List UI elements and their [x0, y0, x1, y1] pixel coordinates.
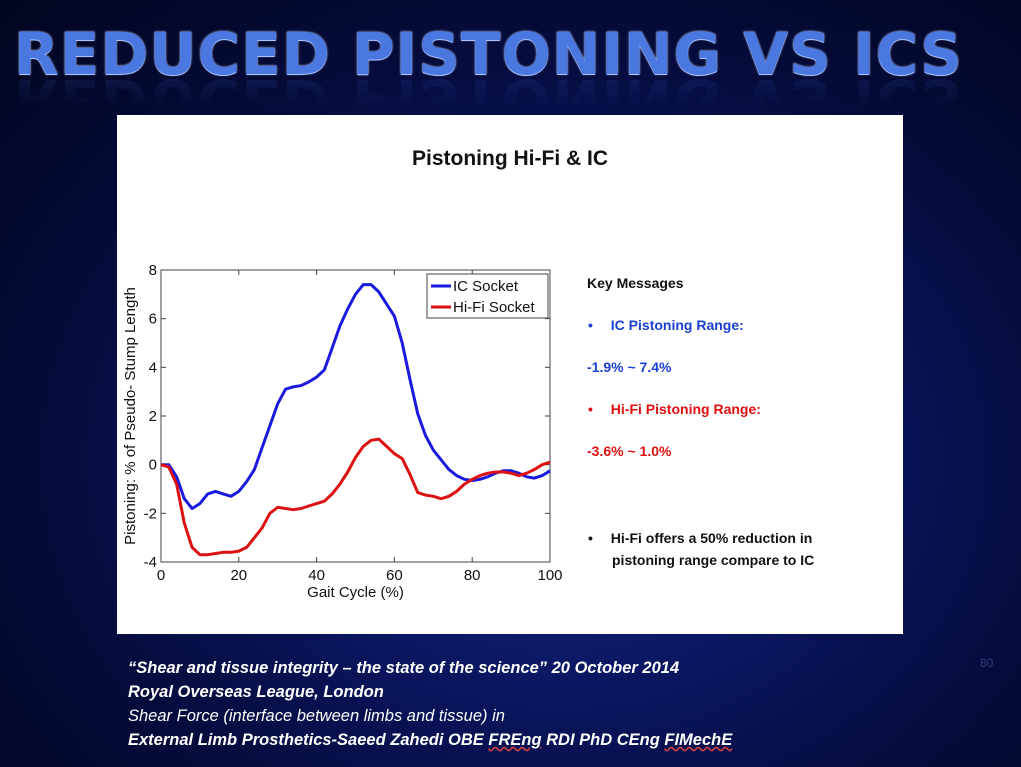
footer-citation: “Shear and tissue integrity – the state … — [128, 656, 732, 752]
chart-title: Pistoning Hi-Fi & IC — [412, 147, 608, 170]
x-tick-label: 60 — [386, 567, 403, 584]
series-line-ic-socket — [161, 283, 551, 510]
series-line-hifi-socket — [160, 437, 551, 557]
y-tick-label: 0 — [149, 457, 157, 474]
footer-fimeche: FIMechE — [664, 731, 733, 749]
hifi-range-label-row: • Hi-Fi Pistoning Range: — [588, 401, 761, 417]
x-tick-label: 0 — [157, 567, 165, 584]
ic-bullet: • — [588, 317, 593, 333]
legend-label-hifi: Hi-Fi Socket — [453, 299, 536, 316]
summary-bullet: • — [588, 530, 593, 546]
y-tick-label: 2 — [149, 408, 157, 425]
y-tick-label: -2 — [144, 505, 157, 522]
summary-line-1: Hi-Fi offers a 50% reduction in — [610, 530, 813, 546]
y-tick-label: 4 — [149, 359, 157, 376]
axis-ticks: 0 20 40 60 80 100 -4 -2 0 2 4 6 8 — [144, 262, 563, 584]
x-axis-label: Gait Cycle (%) — [307, 584, 404, 601]
hifi-range-label: Hi-Fi Pistoning Range: — [610, 401, 761, 417]
pistoning-chart: Pistoning Hi-Fi & IC 0 20 40 60 80 100 -4 -2 0 2 4… — [122, 147, 608, 601]
legend: IC Socket Hi-Fi Socket — [426, 273, 549, 319]
slide-title-group: REDUCED PISTONING VS ICS REDUCED PISTONI… — [14, 20, 964, 134]
hifi-range-value: -3.6% ~ 1.0% — [587, 443, 672, 459]
footer-line-3: Shear Force (interface between limbs and… — [128, 707, 505, 725]
ic-range-value: -1.9% ~ 7.4% — [587, 359, 672, 375]
legend-box — [426, 273, 549, 319]
summary-line-2: pistoning range compare to IC — [612, 552, 815, 568]
footer-credentials: RDI PhD CEng — [541, 731, 665, 749]
x-tick-label: 40 — [308, 567, 325, 584]
slide-number: 80 — [980, 656, 994, 670]
slide-title: REDUCED PISTONING VS ICS — [14, 20, 964, 88]
chart-panel: Pistoning Hi-Fi & IC 0 20 40 60 80 100 -4 -2 0 2 4… — [117, 115, 903, 634]
ic-range-label: IC Pistoning Range: — [610, 317, 744, 333]
footer-line-1: “Shear and tissue integrity – the state … — [128, 659, 680, 677]
ic-range-label-row: • IC Pistoning Range: — [588, 317, 744, 333]
hifi-bullet: • — [588, 401, 593, 417]
y-axis-label: Pistoning: % of Pseudo- Stump Length — [122, 287, 139, 545]
y-tick-label: -4 — [144, 554, 157, 571]
footer-freng: FREng — [488, 731, 542, 749]
x-tick-label: 80 — [464, 567, 481, 584]
footer-author: External Limb Prosthetics-Saeed Zahedi O… — [128, 731, 489, 749]
x-tick-label: 20 — [230, 567, 247, 584]
legend-label-ic: IC Socket — [453, 278, 519, 295]
footer-line-2: Royal Overseas League, London — [128, 683, 384, 701]
y-tick-label: 8 — [149, 262, 157, 279]
x-tick-label: 100 — [537, 567, 562, 584]
key-messages-heading: Key Messages — [587, 275, 684, 291]
series-lines — [160, 283, 551, 557]
summary-row: • Hi-Fi offers a 50% reduction in piston… — [588, 527, 814, 571]
footer-line-4: External Limb Prosthetics-Saeed Zahedi O… — [128, 728, 732, 752]
y-tick-label: 6 — [149, 311, 157, 328]
